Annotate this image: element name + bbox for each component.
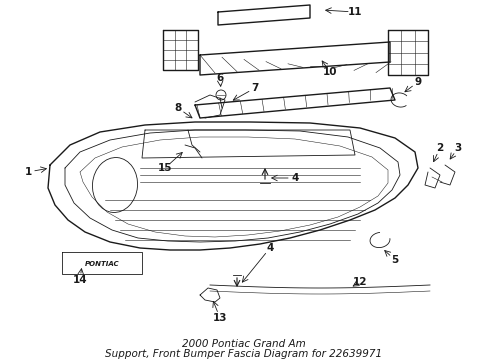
Text: 8: 8 — [174, 103, 181, 113]
Text: PONTIAC: PONTIAC — [84, 261, 119, 267]
Text: 14: 14 — [73, 275, 87, 285]
Text: 4: 4 — [266, 243, 273, 253]
Text: 7: 7 — [251, 83, 258, 93]
Text: 2: 2 — [435, 143, 443, 153]
Text: 4: 4 — [291, 173, 298, 183]
Text: 9: 9 — [414, 77, 421, 87]
Text: 13: 13 — [212, 313, 227, 323]
Text: 6: 6 — [216, 73, 223, 83]
Text: 2000 Pontiac Grand Am: 2000 Pontiac Grand Am — [182, 339, 305, 349]
Text: 11: 11 — [347, 7, 362, 17]
Text: 1: 1 — [24, 167, 32, 177]
Text: 15: 15 — [158, 163, 172, 173]
Text: 3: 3 — [453, 143, 461, 153]
Text: 12: 12 — [352, 277, 366, 287]
Text: 5: 5 — [390, 255, 398, 265]
Text: 10: 10 — [322, 67, 337, 77]
Text: Support, Front Bumper Fascia Diagram for 22639971: Support, Front Bumper Fascia Diagram for… — [105, 349, 382, 359]
